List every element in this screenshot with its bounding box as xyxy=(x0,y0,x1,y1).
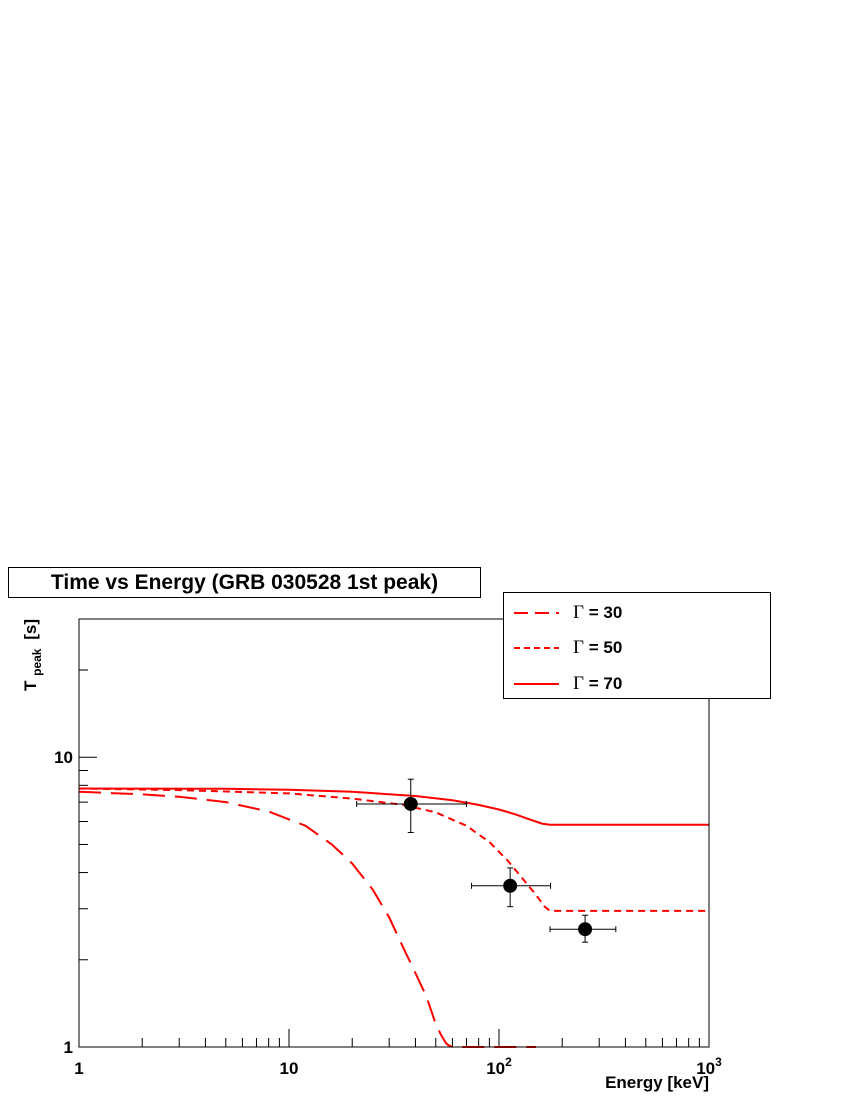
series-line-long-dash xyxy=(78,790,536,1048)
series-line-solid xyxy=(78,787,709,826)
data-point xyxy=(471,867,552,908)
legend-swatch-short-dash xyxy=(514,647,559,649)
y-axis-title-unit: [s] xyxy=(21,619,40,640)
legend-item-gamma-50: Γ = 50 xyxy=(504,633,770,663)
series-line-short-dash xyxy=(78,787,709,912)
tick-labels: 1 10 102 103 1 10 xyxy=(54,748,722,1078)
x-tick-label: 103 xyxy=(696,1055,722,1078)
points-layer xyxy=(356,778,617,943)
x-tick-label: 1 xyxy=(74,1059,83,1078)
legend-item-gamma-30: Γ = 30 xyxy=(504,598,770,628)
y-axis-title: T peak [s] xyxy=(21,619,45,691)
legend: Γ = 30 Γ = 50 Γ = 70 xyxy=(503,592,771,699)
y-axis-title-subscript: peak xyxy=(30,648,44,676)
data-marker xyxy=(503,878,518,893)
chart-title: Time vs Energy (GRB 030528 1st peak) xyxy=(8,567,481,598)
y-tick-label: 10 xyxy=(54,748,73,767)
data-point xyxy=(356,778,467,833)
legend-label: Γ = 70 xyxy=(573,673,623,694)
x-tick-label: 10 xyxy=(280,1059,299,1078)
legend-label: Γ = 30 xyxy=(573,602,623,623)
legend-item-gamma-70: Γ = 70 xyxy=(504,669,770,699)
data-point xyxy=(549,914,617,943)
legend-swatch-solid xyxy=(514,683,559,685)
series-layer xyxy=(78,787,709,1048)
data-marker xyxy=(403,796,418,811)
data-marker xyxy=(578,922,593,937)
x-axis-title: Energy [keV] xyxy=(605,1073,709,1092)
y-axis-title-main: T xyxy=(21,680,40,691)
y-tick-label: 1 xyxy=(64,1038,73,1057)
legend-label: Γ = 50 xyxy=(573,637,623,658)
legend-swatch-long-dash xyxy=(514,612,559,614)
svg-text:T peak [s]: T peak [s] xyxy=(21,619,45,691)
plot-frame xyxy=(78,618,710,1048)
x-tick-label: 102 xyxy=(486,1055,512,1078)
